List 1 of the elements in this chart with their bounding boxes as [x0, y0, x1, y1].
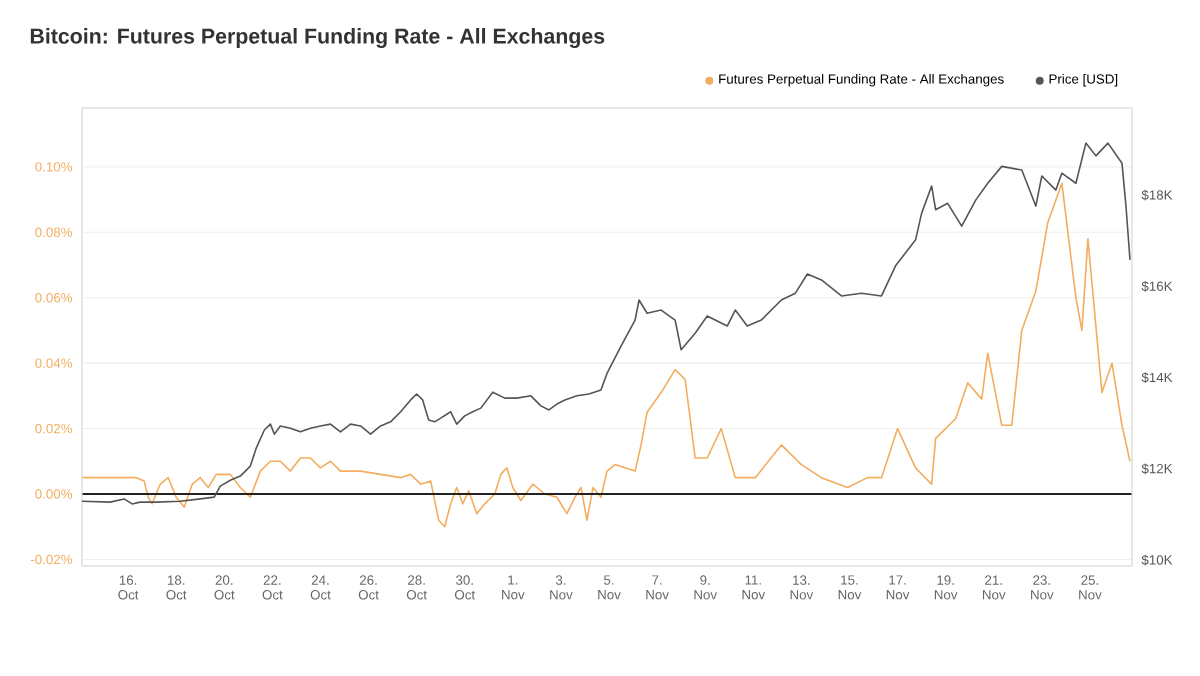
chart-title: Bitcoin: Futures Perpetual Funding Rate - All Exchanges: [30, 27, 605, 48]
